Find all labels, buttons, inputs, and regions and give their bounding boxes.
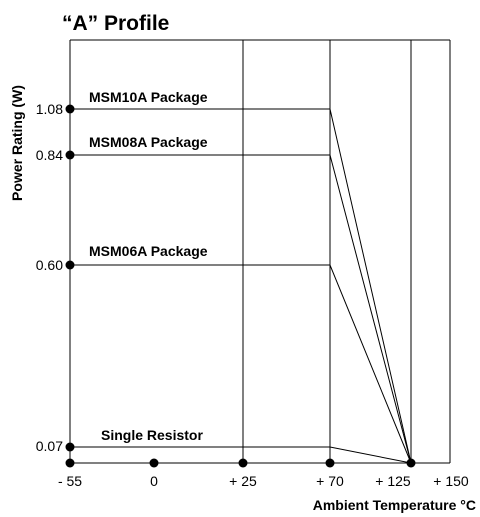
- y-axis-title: Power Rating (W): [9, 85, 25, 201]
- x-marker-2: [238, 458, 248, 468]
- chart-title: “A” Profile: [62, 12, 169, 35]
- x-tick-labels: - 55 0 + 25 + 70 + 125 + 150: [58, 473, 469, 489]
- series-line-1: [70, 154, 412, 464]
- series-line-2: [70, 264, 412, 464]
- y-tick-label-0-07: 0.07: [36, 438, 63, 454]
- y-marker-3: [65, 442, 75, 452]
- series-lines: [70, 108, 412, 464]
- y-tick-label-0-84: 0.84: [36, 147, 63, 163]
- series-label-single-resistor: Single Resistor: [101, 427, 203, 443]
- y-tick-label-0-60: 0.60: [36, 257, 63, 273]
- y-marker-1: [65, 150, 75, 160]
- y-marker-2: [65, 260, 75, 270]
- x-tick-label-plus-150: + 150: [433, 473, 469, 489]
- x-marker-4: [406, 458, 416, 468]
- x-tick-label-minus-55: - 55: [58, 473, 82, 489]
- y-tick-labels: 1.08 0.84 0.60 0.07: [36, 101, 63, 454]
- x-tick-label-plus-125: + 125: [375, 473, 411, 489]
- series-line-3: [70, 446, 412, 464]
- grid-lines: [242, 40, 451, 463]
- series-line-0: [70, 108, 412, 464]
- series-label-msm08a: MSM08A Package: [89, 134, 208, 150]
- series-label-msm10a: MSM10A Package: [89, 89, 208, 105]
- y-marker-0: [65, 104, 75, 114]
- y-tick-label-1-08: 1.08: [36, 101, 63, 117]
- axis-markers: [65, 104, 416, 468]
- series-labels: MSM10A Package MSM08A Package MSM06A Pac…: [89, 89, 208, 443]
- series-label-msm06a: MSM06A Package: [89, 243, 208, 259]
- x-tick-label-plus-25: + 25: [229, 473, 257, 489]
- x-tick-label-plus-70: + 70: [316, 473, 344, 489]
- x-marker-1: [149, 458, 159, 468]
- x-axis-title: Ambient Temperature °C: [313, 497, 476, 513]
- x-marker-0: [65, 458, 75, 468]
- x-tick-label-0: 0: [150, 473, 158, 489]
- x-marker-3: [325, 458, 335, 468]
